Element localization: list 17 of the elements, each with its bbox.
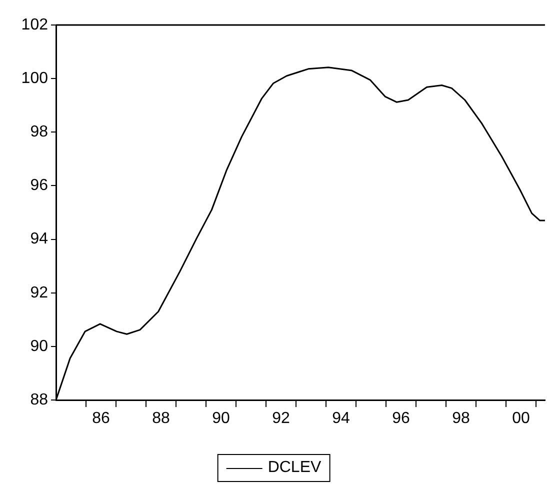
x-tick-label: 86 — [92, 410, 110, 428]
x-tick-label: 92 — [272, 410, 290, 428]
y-tick-label: 102 — [21, 16, 48, 34]
y-tick-label: 100 — [21, 70, 48, 87]
x-tick-label: 94 — [332, 410, 350, 428]
x-tick-label: 96 — [392, 410, 410, 428]
y-tick-label: 96 — [30, 177, 48, 194]
x-tick-label: 98 — [452, 410, 470, 428]
legend-label: DCLEV — [268, 459, 322, 477]
x-tick-label: 00 — [512, 410, 530, 428]
y-tick-label: 94 — [30, 230, 48, 248]
y-tick-label: 92 — [30, 284, 48, 302]
y-tick-label: 90 — [30, 338, 48, 355]
y-tick-label: 98 — [30, 124, 48, 141]
y-tick-label: 88 — [30, 391, 48, 408]
x-tick-label: 88 — [152, 410, 170, 428]
x-tick-label: 90 — [212, 410, 230, 428]
